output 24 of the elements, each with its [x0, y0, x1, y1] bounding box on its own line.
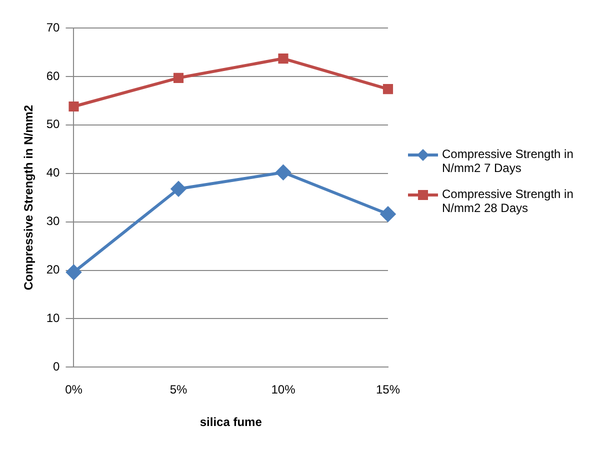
point: [173, 72, 184, 83]
x-tick-label: 0%: [65, 382, 83, 397]
point: [278, 53, 288, 64]
x-tick-label: 15%: [376, 382, 400, 397]
y-tick-label: 10: [46, 311, 60, 326]
point: [68, 101, 79, 112]
y-tick-label: 70: [46, 20, 60, 34]
legend-label: Compressive Strength in N/mm2 7 Days: [442, 147, 574, 175]
point: [170, 181, 186, 196]
y-axis-title: Compressive Strength in N/mm2: [22, 104, 36, 290]
point: [382, 84, 394, 94]
y-tick-label: 0: [53, 360, 60, 374]
point: [380, 206, 396, 222]
y-tick-label: 50: [46, 117, 60, 132]
x-axis-title: silica fume: [200, 415, 262, 430]
y-tick-label: 30: [46, 214, 60, 228]
x-tick-label: 5%: [170, 382, 188, 397]
point: [276, 164, 291, 180]
y-tick-label: 60: [46, 68, 60, 83]
y-tick-label: 40: [46, 166, 60, 180]
point: [66, 264, 82, 280]
x-tick-label: 10%: [271, 382, 296, 397]
y-tick-label: 20: [46, 262, 60, 277]
legend-label: Compressive Strength in N/mm2 28 Days: [442, 187, 574, 215]
